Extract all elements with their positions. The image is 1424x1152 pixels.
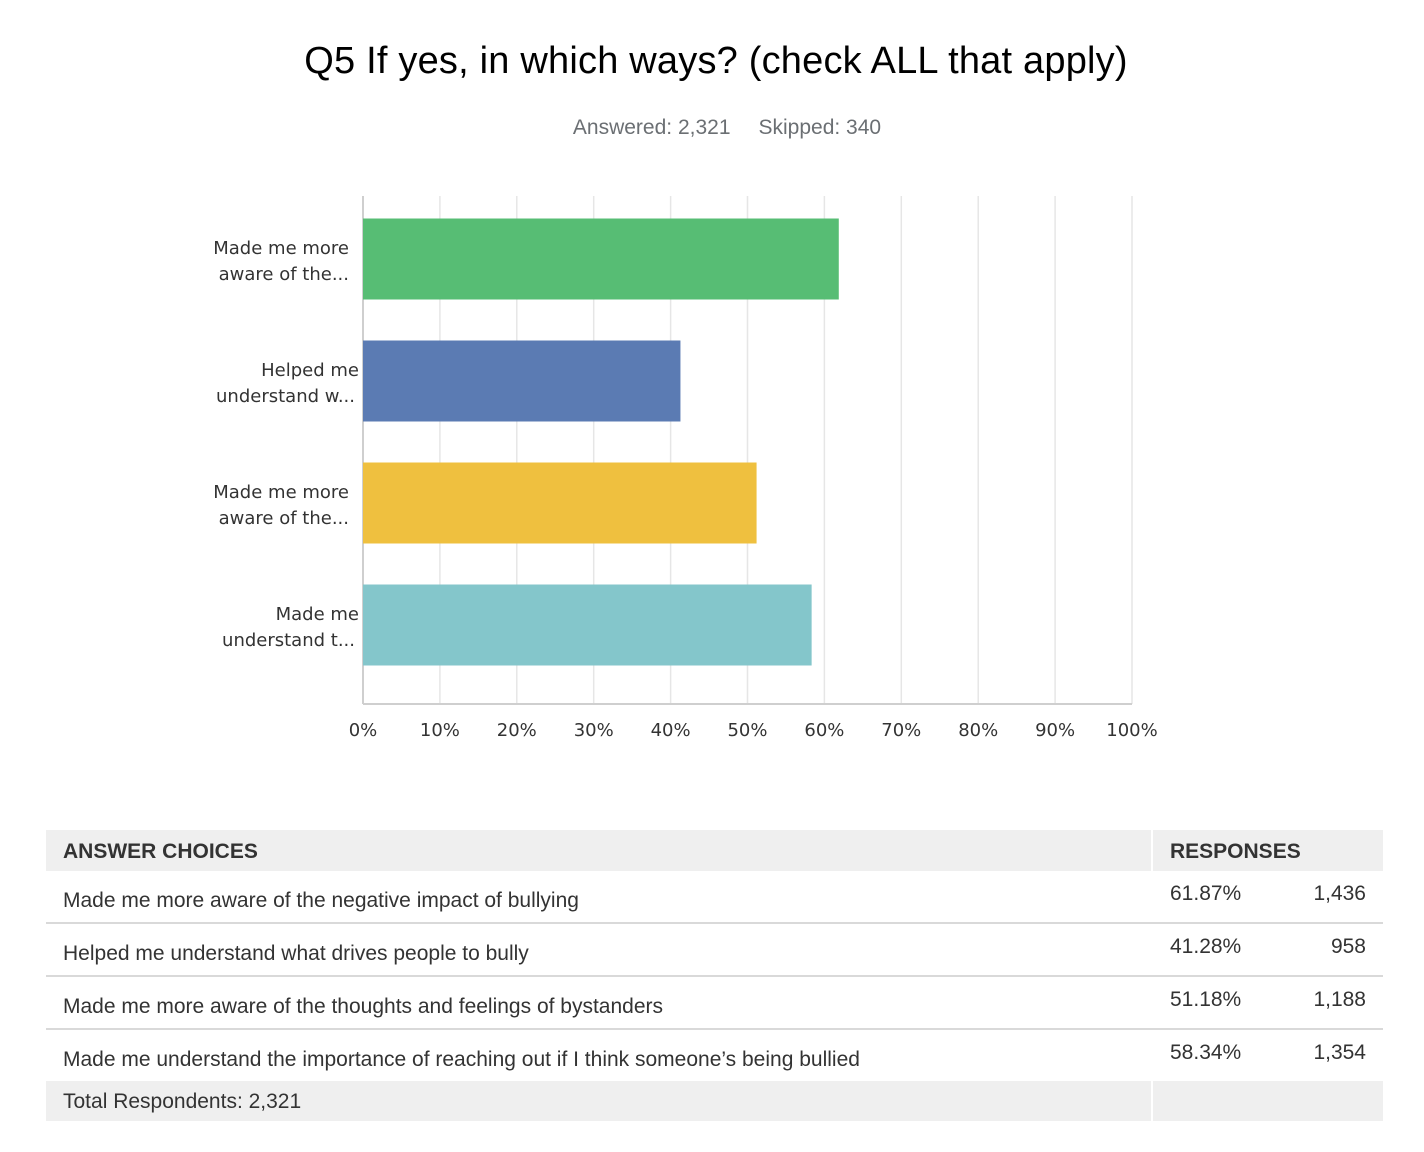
bar (363, 462, 757, 544)
choice-cell: Made me understand the importance of rea… (46, 1030, 1151, 1081)
x-tick-label: 100% (1106, 720, 1157, 741)
responses-table: ANSWER CHOICES RESPONSES Made me more aw… (46, 830, 1383, 1121)
category-label: Made me more aware of the... (213, 482, 349, 529)
response-cell: 51.18% 1,188 (1153, 977, 1383, 1028)
choice-label: Made me understand the importance of rea… (63, 1048, 860, 1071)
response-percent: 61.87% (1170, 882, 1242, 905)
question-title: Q5 If yes, in which ways? (check ALL tha… (304, 40, 1128, 82)
table-header-row: ANSWER CHOICES RESPONSES (46, 830, 1383, 871)
choice-cell: Helped me understand what drives people … (46, 924, 1151, 975)
x-tick-label: 20% (497, 720, 537, 741)
x-tick-label: 40% (651, 720, 691, 741)
response-count: 1,188 (1313, 988, 1366, 1011)
total-empty-cell (1153, 1081, 1383, 1121)
chart-bars (363, 218, 839, 666)
x-tick-label: 70% (881, 720, 921, 741)
response-count: 958 (1330, 935, 1366, 958)
header-responses-cell: RESPONSES (1153, 830, 1383, 871)
choice-label: Helped me understand what drives people … (63, 942, 529, 965)
x-tick-label: 50% (727, 720, 767, 741)
response-percent: 41.28% (1170, 935, 1242, 958)
choice-label: Made me more aware of the thoughts and f… (63, 995, 664, 1018)
total-respondents: Total Respondents: 2,321 (63, 1090, 302, 1113)
header-answer-choices: ANSWER CHOICES (63, 840, 258, 863)
answered-count: Answered: 2,321 (572, 116, 731, 139)
x-tick-label: 10% (420, 720, 460, 741)
choice-cell: Made me more aware of the negative impac… (46, 871, 1151, 922)
header-choices-cell: ANSWER CHOICES (46, 830, 1151, 871)
table-row: Helped me understand what drives people … (46, 924, 1383, 977)
response-cell: 61.87% 1,436 (1153, 871, 1383, 922)
table-row: Made me more aware of the negative impac… (46, 871, 1383, 924)
response-stats: Answered: 2,321 Skipped: 340 (0, 116, 1424, 140)
response-cell: 41.28% 958 (1153, 924, 1383, 975)
header-responses: RESPONSES (1170, 840, 1301, 863)
table-footer-row: Total Respondents: 2,321 (46, 1081, 1383, 1121)
category-labels: Made me more aware of the... Helped me unde… (213, 238, 359, 651)
table-row: Made me more aware of the thoughts and f… (46, 977, 1383, 1030)
x-tick-label: 80% (958, 720, 998, 741)
response-percent: 51.18% (1170, 988, 1242, 1011)
bar (363, 340, 681, 422)
skipped-count: Skipped: 340 (758, 116, 882, 139)
category-label: Made me understand t... (222, 604, 359, 651)
choice-cell: Made me more aware of the thoughts and f… (46, 977, 1151, 1028)
response-cell: 58.34% 1,354 (1153, 1030, 1383, 1081)
x-tick-label: 30% (574, 720, 614, 741)
bar (363, 218, 839, 300)
bar-chart: Made me more aware of the... Helped me unde… (213, 196, 1158, 741)
category-label: Made me more aware of the... (213, 238, 349, 285)
table-row: Made me understand the importance of rea… (46, 1030, 1383, 1081)
category-label: Helped me understand w... (216, 360, 359, 407)
response-count: 1,436 (1313, 882, 1366, 905)
x-tick-label: 90% (1035, 720, 1075, 741)
bar (363, 584, 812, 666)
x-axis-ticks: 0% 10% 20% 30% 40% 50% 60% 70% 80% 90% 100% (349, 720, 1158, 741)
total-cell: Total Respondents: 2,321 (46, 1081, 1151, 1121)
response-count: 1,354 (1313, 1041, 1366, 1064)
x-tick-label: 0% (349, 720, 378, 741)
choice-label: Made me more aware of the negative impac… (63, 889, 579, 912)
x-tick-label: 60% (804, 720, 844, 741)
response-percent: 58.34% (1170, 1041, 1242, 1064)
